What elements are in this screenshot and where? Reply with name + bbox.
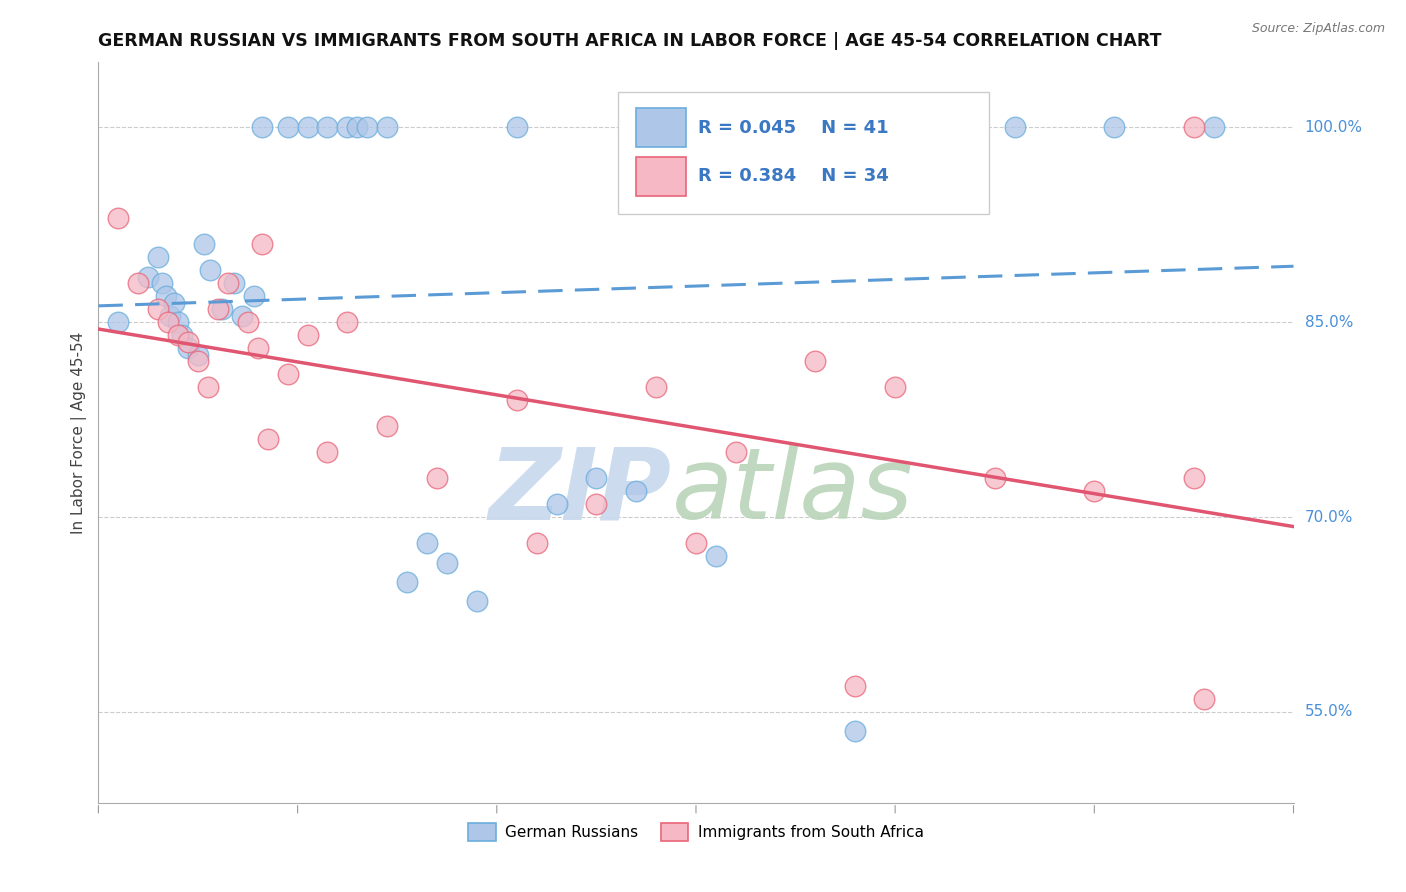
- Point: [167, 328, 190, 343]
- Point: [177, 334, 200, 349]
- Point: [136, 269, 159, 284]
- Point: [506, 393, 529, 408]
- Point: [943, 120, 966, 135]
- Point: [356, 120, 378, 135]
- Point: [107, 315, 129, 329]
- Point: [107, 211, 129, 226]
- Point: [163, 295, 186, 310]
- Point: [157, 315, 180, 329]
- Point: [193, 237, 215, 252]
- Point: [277, 367, 299, 381]
- Point: [396, 574, 419, 589]
- Point: [198, 263, 221, 277]
- Point: [585, 497, 607, 511]
- Point: [231, 309, 253, 323]
- Point: [197, 380, 219, 394]
- Point: [256, 432, 278, 446]
- Text: 70.0%: 70.0%: [1305, 509, 1353, 524]
- Point: [127, 277, 149, 291]
- Point: [217, 277, 239, 291]
- Text: 100.0%: 100.0%: [1305, 120, 1362, 135]
- Text: ZIP: ZIP: [489, 443, 672, 541]
- Point: [211, 302, 233, 317]
- Point: [546, 497, 568, 511]
- Point: [207, 302, 229, 317]
- Point: [626, 484, 648, 499]
- Point: [1182, 120, 1205, 135]
- Point: [1182, 471, 1205, 485]
- Point: [346, 120, 368, 135]
- Point: [436, 556, 458, 570]
- Text: R = 0.045    N = 41: R = 0.045 N = 41: [699, 119, 889, 136]
- Point: [894, 120, 917, 135]
- Point: [416, 536, 439, 550]
- Point: [984, 471, 1007, 485]
- Text: Source: ZipAtlas.com: Source: ZipAtlas.com: [1251, 22, 1385, 36]
- Point: [148, 250, 170, 264]
- Point: [222, 277, 245, 291]
- Point: [465, 594, 488, 608]
- Point: [1004, 120, 1026, 135]
- Point: [375, 120, 398, 135]
- Point: [704, 549, 727, 563]
- Point: [1192, 692, 1215, 706]
- Point: [526, 536, 548, 550]
- Text: GERMAN RUSSIAN VS IMMIGRANTS FROM SOUTH AFRICA IN LABOR FORCE | AGE 45-54 CORREL: GERMAN RUSSIAN VS IMMIGRANTS FROM SOUTH …: [98, 32, 1161, 50]
- Point: [250, 237, 273, 252]
- Text: R = 0.384    N = 34: R = 0.384 N = 34: [699, 168, 889, 186]
- Point: [1083, 484, 1105, 499]
- Point: [159, 309, 181, 323]
- Y-axis label: In Labor Force | Age 45-54: In Labor Force | Age 45-54: [72, 332, 87, 533]
- Text: 55.0%: 55.0%: [1305, 705, 1353, 719]
- Point: [844, 724, 866, 739]
- Point: [172, 328, 194, 343]
- Point: [316, 445, 339, 459]
- Point: [804, 354, 827, 368]
- Point: [1104, 120, 1126, 135]
- Point: [150, 277, 173, 291]
- Point: [297, 120, 319, 135]
- FancyBboxPatch shape: [637, 157, 686, 195]
- Point: [243, 289, 266, 303]
- Point: [336, 120, 359, 135]
- Point: [336, 315, 359, 329]
- Point: [844, 679, 866, 693]
- Point: [585, 471, 607, 485]
- Point: [316, 120, 339, 135]
- Text: atlas: atlas: [672, 443, 914, 541]
- Point: [187, 348, 209, 362]
- FancyBboxPatch shape: [619, 92, 988, 214]
- FancyBboxPatch shape: [637, 108, 686, 147]
- Point: [685, 536, 707, 550]
- Point: [375, 419, 398, 434]
- Point: [187, 354, 209, 368]
- Point: [148, 302, 170, 317]
- Point: [645, 380, 668, 394]
- Point: [250, 120, 273, 135]
- Point: [167, 315, 190, 329]
- Point: [426, 471, 449, 485]
- Legend: German Russians, Immigrants from South Africa: German Russians, Immigrants from South A…: [463, 817, 929, 847]
- Point: [1202, 120, 1225, 135]
- Point: [506, 120, 529, 135]
- Text: 85.0%: 85.0%: [1305, 315, 1353, 330]
- Point: [297, 328, 319, 343]
- Point: [724, 445, 747, 459]
- Point: [177, 341, 200, 355]
- Point: [804, 120, 827, 135]
- Point: [884, 380, 907, 394]
- Point: [246, 341, 269, 355]
- Point: [155, 289, 177, 303]
- Point: [277, 120, 299, 135]
- Point: [236, 315, 259, 329]
